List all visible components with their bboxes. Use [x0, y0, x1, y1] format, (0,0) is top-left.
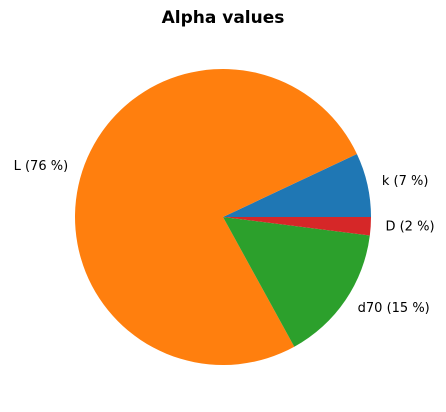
chart-title: Alpha values — [162, 8, 285, 28]
slice-label: d70 (15 %) — [358, 301, 430, 316]
pie-slice — [223, 217, 371, 236]
slice-label: D (2 %) — [385, 220, 434, 235]
pie-slice — [74, 68, 357, 365]
pie-slice — [223, 153, 371, 217]
slice-label: k (7 %) — [382, 174, 429, 189]
pie-slice — [223, 217, 370, 347]
slice-label: L (76 %) — [14, 159, 69, 174]
